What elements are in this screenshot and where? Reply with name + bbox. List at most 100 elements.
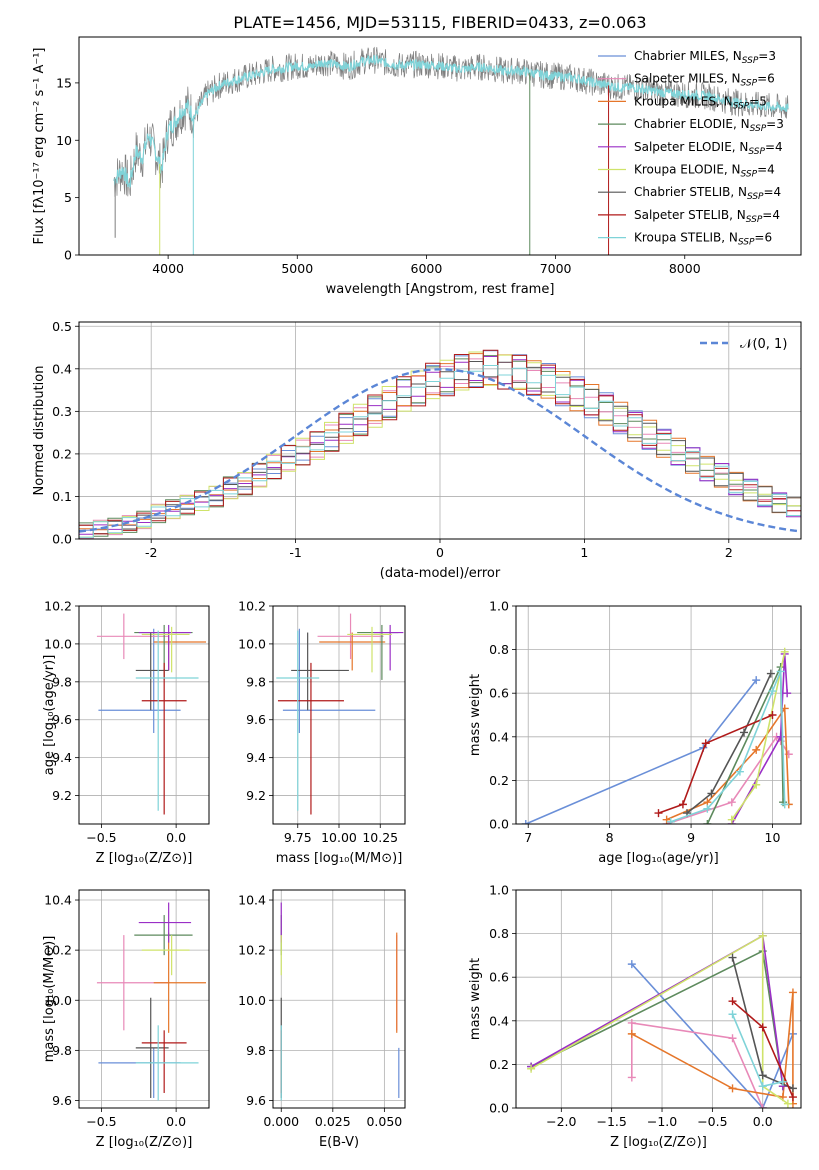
y-tick-label: 5 [64,190,72,205]
y-tick-label: 0.6 [489,970,509,985]
y-tick-label: 0.2 [52,446,72,461]
x-tick-label: 10.25 [362,830,398,845]
y-tick-label: 10.0 [44,636,72,651]
y-tick-label: 0.4 [489,1013,509,1028]
y-tick-label: 10.2 [238,943,266,958]
legend-value: =3 [766,117,784,131]
mass-vs-ebv-marks [280,902,400,1101]
weight-point-marker [728,1084,737,1093]
legend-entry: 𝒩(0, 1) [740,337,787,352]
legend-subscript: SSP [733,101,750,111]
weight-series-line [530,934,789,1105]
x-axis-label: Z [log₁₀(Z/Z⊙)] [96,851,193,866]
weight-point-marker [768,711,777,719]
legend-entry: Salpeter STELIB, NSSP=4 [634,208,780,225]
y-axis-label: Flux [fλ10⁻¹⁷ erg cm⁻² s⁻¹ A⁻¹] [32,48,47,245]
y-axis-label: mass weight [468,674,483,756]
weight-series-line [658,714,773,814]
histogram-series [79,358,801,539]
histogram-series [79,351,801,538]
x-tick-label: 7000 [540,261,572,276]
weight-point-marker [788,1093,797,1102]
x-tick-label: 0.025 [315,1114,351,1129]
weight-point-marker [758,1023,767,1032]
x-axis-label: E(B-V) [319,1135,359,1150]
x-tick-label: 0 [436,545,444,560]
y-tick-label: 0.3 [52,404,72,419]
weight-point-marker [752,780,761,789]
legend-value: =4 [764,185,782,199]
y-tick-label: 10.4 [238,893,266,908]
plot-frame [272,605,406,825]
histogram-series [79,356,801,535]
x-tick-label: −0.5 [86,830,116,845]
y-axis-label: Normed distribution [32,366,47,496]
plot-frame [272,889,406,1109]
x-tick-label: 0.000 [263,1114,299,1129]
y-tick-label: 9.6 [52,1093,72,1108]
x-axis-label: Z [log₁₀(Z/Z⊙)] [96,1135,193,1150]
residuals-axes: -2 -1 0 1 2 0.0 0.1 0.2 0.3 0.4 0.5 (data-model)/er… [32,319,802,581]
x-tick-label: 1 [580,545,588,560]
y-tick-label: 0.0 [489,817,509,832]
legend-label: Kroupa ELODIE, N [634,163,741,177]
weight-point-marker [758,1071,767,1080]
weight-point-marker [752,676,761,685]
weight-point-marker [701,739,710,748]
weight-point-marker [728,1034,737,1043]
weight-point-marker [703,804,712,813]
y-tick-label: 10.0 [44,993,72,1008]
weight-point-marker [758,1104,767,1108]
x-tick-label: 9.75 [284,830,312,845]
weight-point-marker [627,1018,636,1027]
x-axis-label: Z [log₁₀(Z/Z⊙)] [610,1135,707,1150]
legend-subscript: SSP [741,170,758,180]
y-tick-label: 10.4 [44,893,72,908]
y-tick-label: 10.2 [44,943,72,958]
legend-value: =4 [762,208,780,222]
weight-point-marker [788,1084,797,1093]
weight-series-line [530,934,784,1087]
weight-vs-age-marks [521,647,793,824]
y-tick-label: 9.2 [52,788,72,803]
legend-label: Chabrier ELODIE, N [634,117,750,131]
legend-value: =3 [758,49,776,63]
y-tick-label: 15 [56,75,72,90]
spectrum-data-line [113,46,789,197]
legend-label: Chabrier MILES, N [634,49,742,63]
x-axis-label: (data-model)/error [380,566,501,581]
y-tick-label: 0.1 [52,489,72,504]
x-tick-label: −2.0 [546,1114,576,1129]
legend-label: Kroupa MILES, N [634,94,733,108]
weight-point-marker [527,1064,536,1073]
legend-subscript: SSP [738,238,755,248]
x-tick-label: 4000 [152,261,184,276]
weight-point-marker [666,817,675,824]
legend-entry: Chabrier ELODIE, NSSP=3 [634,117,784,134]
legend-subscript: SSP [748,147,765,157]
gaussian-curve [79,368,801,533]
legend-value: =4 [765,140,783,154]
x-tick-label: −1.5 [596,1114,626,1129]
plot-frame [515,889,802,1109]
plot-frame [78,321,802,540]
x-tick-label: 7 [524,830,532,845]
legend-subscript: SSP [747,192,764,202]
age-vs-Z-axes: −0.5 0.0 9.2 9.4 9.6 9.8 10.0 10.2 Z [log₁₀(Z/Z⊙… [42,599,210,866]
x-tick-label: -1 [289,545,301,560]
x-tick-label: 0.050 [366,1114,402,1129]
weight-point-marker [678,800,687,809]
weight-point-marker [728,1010,737,1019]
y-tick-label: 9.8 [246,674,266,689]
legend-entry: Chabrier MILES, NSSP=3 [634,49,776,66]
x-tick-label: −1.0 [647,1114,677,1129]
legend-value: =6 [757,72,775,86]
x-tick-label: −0.5 [86,1114,116,1129]
weight-point-marker [707,789,716,798]
legend-value: =6 [754,231,772,245]
weight-vs-age-axes: 7 8 9 10 0.0 0.2 0.4 0.6 0.8 1.0 age [log₁₀(age/yr… [468,599,802,866]
mass-vs-Z-axes: −0.5 0.0 9.6 9.8 10.0 10.2 10.4 Z [log₁₀(Z/Z⊙)]… [42,889,210,1150]
legend-entry: Kroupa ELODIE, NSSP=4 [634,163,775,180]
weight-point-marker [780,647,789,656]
weight-series-line [731,653,788,824]
